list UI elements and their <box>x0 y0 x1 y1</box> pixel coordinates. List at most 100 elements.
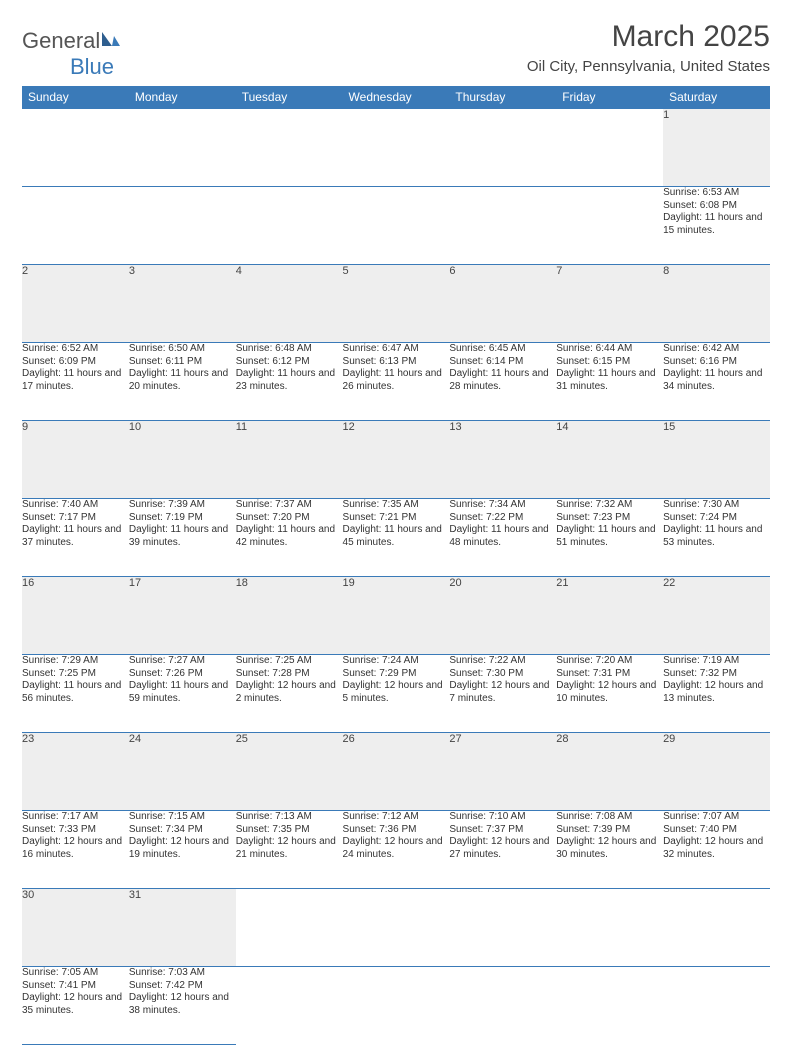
day-number-row: 9101112131415 <box>22 421 770 499</box>
sunset-text: Sunset: 6:11 PM <box>129 356 236 369</box>
daylight-text: Daylight: 12 hours and 10 minutes. <box>556 680 663 705</box>
sunset-text: Sunset: 7:37 PM <box>449 824 556 837</box>
day-number-cell <box>236 889 343 967</box>
daylight-text: Daylight: 12 hours and 24 minutes. <box>343 836 450 861</box>
day-content-cell <box>129 187 236 265</box>
day-number-cell: 1 <box>663 109 770 187</box>
weekday-header: Saturday <box>663 86 770 109</box>
day-number-cell: 27 <box>449 733 556 811</box>
weekday-header-row: SundayMondayTuesdayWednesdayThursdayFrid… <box>22 86 770 109</box>
sunset-text: Sunset: 7:24 PM <box>663 512 770 525</box>
day-number-cell: 28 <box>556 733 663 811</box>
weekday-header: Tuesday <box>236 86 343 109</box>
day-number-cell: 10 <box>129 421 236 499</box>
sunrise-text: Sunrise: 6:50 AM <box>129 343 236 356</box>
day-number-row: 2345678 <box>22 265 770 343</box>
day-content-cell <box>343 187 450 265</box>
sunrise-text: Sunrise: 7:29 AM <box>22 655 129 668</box>
day-number-cell: 24 <box>129 733 236 811</box>
day-content-cell: Sunrise: 7:32 AMSunset: 7:23 PMDaylight:… <box>556 499 663 577</box>
day-number-cell: 14 <box>556 421 663 499</box>
day-number-cell <box>22 109 129 187</box>
day-content-cell: Sunrise: 6:47 AMSunset: 6:13 PMDaylight:… <box>343 343 450 421</box>
day-number-cell <box>343 109 450 187</box>
day-number-cell: 16 <box>22 577 129 655</box>
sunset-text: Sunset: 7:41 PM <box>22 980 129 993</box>
sunset-text: Sunset: 7:42 PM <box>129 980 236 993</box>
sunrise-text: Sunrise: 7:05 AM <box>22 967 129 980</box>
day-number-row: 3031 <box>22 889 770 967</box>
day-content-cell: Sunrise: 6:42 AMSunset: 6:16 PMDaylight:… <box>663 343 770 421</box>
day-number-cell: 18 <box>236 577 343 655</box>
day-number-cell: 9 <box>22 421 129 499</box>
day-content-cell: Sunrise: 6:44 AMSunset: 6:15 PMDaylight:… <box>556 343 663 421</box>
weekday-header: Thursday <box>449 86 556 109</box>
daylight-text: Daylight: 11 hours and 59 minutes. <box>129 680 236 705</box>
day-content-cell <box>343 967 450 1045</box>
day-content-cell: Sunrise: 6:50 AMSunset: 6:11 PMDaylight:… <box>129 343 236 421</box>
sunset-text: Sunset: 6:09 PM <box>22 356 129 369</box>
day-content-row: Sunrise: 7:40 AMSunset: 7:17 PMDaylight:… <box>22 499 770 577</box>
daylight-text: Daylight: 12 hours and 21 minutes. <box>236 836 343 861</box>
day-number-cell: 2 <box>22 265 129 343</box>
day-number-cell: 12 <box>343 421 450 499</box>
weekday-header: Wednesday <box>343 86 450 109</box>
day-number-cell: 5 <box>343 265 450 343</box>
day-number-cell: 17 <box>129 577 236 655</box>
day-number-cell: 11 <box>236 421 343 499</box>
sunrise-text: Sunrise: 6:47 AM <box>343 343 450 356</box>
day-number-cell: 4 <box>236 265 343 343</box>
sunrise-text: Sunrise: 6:45 AM <box>449 343 556 356</box>
day-number-cell: 19 <box>343 577 450 655</box>
day-content-cell: Sunrise: 7:12 AMSunset: 7:36 PMDaylight:… <box>343 811 450 889</box>
sunset-text: Sunset: 7:34 PM <box>129 824 236 837</box>
day-content-cell <box>236 187 343 265</box>
daylight-text: Daylight: 12 hours and 30 minutes. <box>556 836 663 861</box>
sunset-text: Sunset: 6:14 PM <box>449 356 556 369</box>
sunrise-text: Sunrise: 7:34 AM <box>449 499 556 512</box>
header: General Blue March 2025 Oil City, Pennsy… <box>22 20 770 80</box>
sunrise-text: Sunrise: 7:20 AM <box>556 655 663 668</box>
day-content-row: Sunrise: 6:52 AMSunset: 6:09 PMDaylight:… <box>22 343 770 421</box>
sunrise-text: Sunrise: 7:35 AM <box>343 499 450 512</box>
day-content-cell: Sunrise: 7:10 AMSunset: 7:37 PMDaylight:… <box>449 811 556 889</box>
day-number-cell <box>449 109 556 187</box>
sunrise-text: Sunrise: 7:24 AM <box>343 655 450 668</box>
day-number-cell: 13 <box>449 421 556 499</box>
daylight-text: Daylight: 12 hours and 2 minutes. <box>236 680 343 705</box>
daylight-text: Daylight: 11 hours and 31 minutes. <box>556 368 663 393</box>
daylight-text: Daylight: 11 hours and 51 minutes. <box>556 524 663 549</box>
daylight-text: Daylight: 11 hours and 17 minutes. <box>22 368 129 393</box>
day-number-cell <box>556 889 663 967</box>
day-content-cell: Sunrise: 6:53 AMSunset: 6:08 PMDaylight:… <box>663 187 770 265</box>
day-number-cell <box>449 889 556 967</box>
sunset-text: Sunset: 7:20 PM <box>236 512 343 525</box>
sunset-text: Sunset: 7:19 PM <box>129 512 236 525</box>
daylight-text: Daylight: 11 hours and 20 minutes. <box>129 368 236 393</box>
logo-word2: Blue <box>70 54 114 79</box>
sunrise-text: Sunrise: 6:48 AM <box>236 343 343 356</box>
sunrise-text: Sunrise: 7:27 AM <box>129 655 236 668</box>
day-number-row: 16171819202122 <box>22 577 770 655</box>
sunset-text: Sunset: 7:25 PM <box>22 668 129 681</box>
day-content-cell: Sunrise: 7:15 AMSunset: 7:34 PMDaylight:… <box>129 811 236 889</box>
sunset-text: Sunset: 7:40 PM <box>663 824 770 837</box>
day-content-cell: Sunrise: 7:35 AMSunset: 7:21 PMDaylight:… <box>343 499 450 577</box>
day-content-row: Sunrise: 7:05 AMSunset: 7:41 PMDaylight:… <box>22 967 770 1045</box>
sunset-text: Sunset: 7:35 PM <box>236 824 343 837</box>
sunrise-text: Sunrise: 7:39 AM <box>129 499 236 512</box>
daylight-text: Daylight: 12 hours and 5 minutes. <box>343 680 450 705</box>
sunset-text: Sunset: 7:32 PM <box>663 668 770 681</box>
daylight-text: Daylight: 11 hours and 53 minutes. <box>663 524 770 549</box>
daylight-text: Daylight: 12 hours and 7 minutes. <box>449 680 556 705</box>
day-content-cell: Sunrise: 7:29 AMSunset: 7:25 PMDaylight:… <box>22 655 129 733</box>
day-content-cell <box>556 967 663 1045</box>
sunrise-text: Sunrise: 7:03 AM <box>129 967 236 980</box>
sunset-text: Sunset: 7:23 PM <box>556 512 663 525</box>
sunrise-text: Sunrise: 6:53 AM <box>663 187 770 200</box>
sunrise-text: Sunrise: 6:42 AM <box>663 343 770 356</box>
day-content-cell: Sunrise: 7:17 AMSunset: 7:33 PMDaylight:… <box>22 811 129 889</box>
day-content-row: Sunrise: 6:53 AMSunset: 6:08 PMDaylight:… <box>22 187 770 265</box>
sunrise-text: Sunrise: 7:10 AM <box>449 811 556 824</box>
daylight-text: Daylight: 12 hours and 16 minutes. <box>22 836 129 861</box>
